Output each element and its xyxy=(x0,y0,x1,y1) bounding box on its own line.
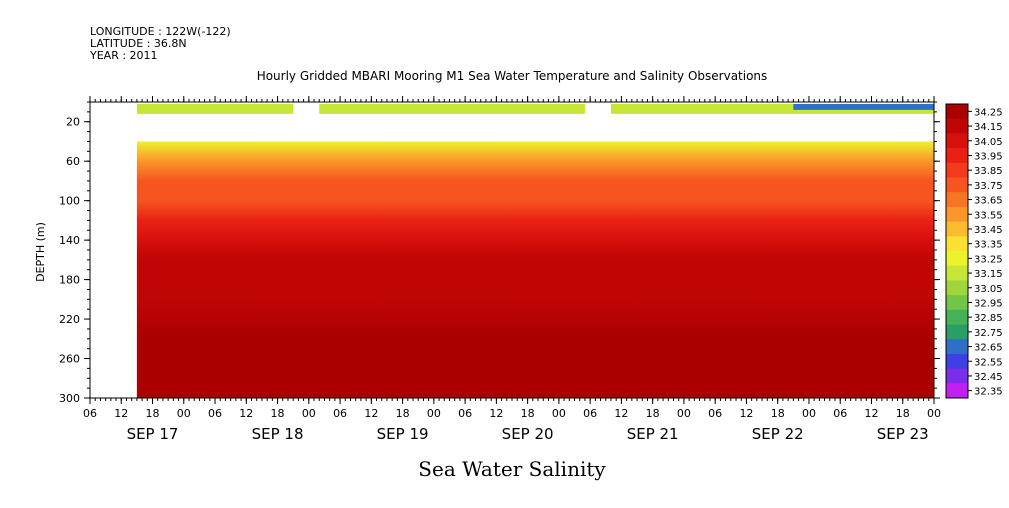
colorbar-swatch xyxy=(946,295,968,311)
colorbar-swatch xyxy=(946,236,968,252)
x-tick-label: 18 xyxy=(396,407,410,420)
colorbar-swatch xyxy=(946,192,968,208)
x-tick-label: 00 xyxy=(677,407,691,420)
colorbar-label: 32.35 xyxy=(974,387,1003,398)
colorbar-label: 32.65 xyxy=(974,343,1003,354)
x-tick-label: 18 xyxy=(521,407,535,420)
colorbar-swatch xyxy=(946,162,968,178)
colorbar-swatch xyxy=(946,339,968,355)
x-tick-label: 06 xyxy=(583,407,597,420)
colorbar-swatch xyxy=(946,148,968,164)
day-label: SEP 19 xyxy=(377,425,429,443)
y-axis-label: DEPTH (m) xyxy=(34,222,47,282)
colorbar-label: 33.75 xyxy=(974,181,1003,192)
colorbar-label: 32.45 xyxy=(974,372,1003,383)
y-tick-label: 220 xyxy=(59,313,80,326)
colorbar-frame xyxy=(945,103,969,399)
colorbar-swatch xyxy=(946,251,968,267)
x-tick-label: 12 xyxy=(239,407,253,420)
surface-band-segment xyxy=(136,103,294,114)
latitude-label: LATITUDE : 36.8N xyxy=(90,37,187,50)
x-tick-label: 00 xyxy=(552,407,566,420)
day-label: SEP 18 xyxy=(252,425,304,443)
colorbar-swatch xyxy=(946,265,968,281)
x-tick-label: 00 xyxy=(302,407,316,420)
x-tick-label: 12 xyxy=(489,407,503,420)
y-tick-label: 60 xyxy=(66,155,80,168)
colorbar-label: 33.65 xyxy=(974,196,1003,207)
colorbar-swatch xyxy=(946,324,968,340)
colorbar-swatch xyxy=(946,118,968,134)
day-label: SEP 22 xyxy=(752,425,804,443)
colorbar-swatch xyxy=(946,353,968,370)
day-label: SEP 20 xyxy=(502,425,554,443)
y-tick-label: 100 xyxy=(59,195,80,208)
chart-title: Hourly Gridded MBARI Mooring M1 Sea Wate… xyxy=(257,69,768,83)
x-tick-label: 18 xyxy=(646,407,660,420)
x-axis-label: Sea Water Salinity xyxy=(418,457,606,481)
colorbar-swatch xyxy=(946,177,968,193)
colorbar-label: 33.05 xyxy=(974,284,1003,295)
x-tick-label: 18 xyxy=(271,407,285,420)
colorbar: 34.25 34.15 34.05 33.95 33.85 33.75 33.65 33.55… xyxy=(945,103,1003,399)
colorbar-swatch xyxy=(946,104,968,120)
x-tick-label: 12 xyxy=(864,407,878,420)
colorbar-swatch xyxy=(946,368,968,384)
x-tick-label: 06 xyxy=(208,407,222,420)
day-label: SEP 23 xyxy=(877,425,929,443)
colorbar-label: 33.95 xyxy=(974,151,1003,162)
colorbar-label: 33.85 xyxy=(974,166,1003,177)
colorbar-swatch xyxy=(946,221,968,237)
x-tick-label: 18 xyxy=(896,407,910,420)
x-tick-label: 00 xyxy=(927,407,941,420)
x-tick-label: 12 xyxy=(114,407,128,420)
longitude-label: LONGITUDE : 122W(-122) xyxy=(90,25,231,38)
surface-band-segment xyxy=(610,103,934,114)
x-tick-label: 06 xyxy=(708,407,722,420)
colorbar-swatch xyxy=(946,383,968,399)
x-tick-label: 06 xyxy=(458,407,472,420)
colorbar-label: 33.15 xyxy=(974,269,1003,280)
colorbar-label: 32.75 xyxy=(974,328,1003,339)
surface-band-segment xyxy=(319,103,585,114)
y-tick-label: 180 xyxy=(59,274,80,287)
colorbar-label: 34.05 xyxy=(974,137,1003,148)
x-tick-label: 18 xyxy=(771,407,785,420)
colorbar-swatch xyxy=(946,309,968,325)
low-salinity-patch xyxy=(793,103,934,110)
colorbar-label: 33.55 xyxy=(974,210,1003,221)
x-tick-label: 18 xyxy=(146,407,160,420)
x-tick-label: 12 xyxy=(364,407,378,420)
colorbar-label: 34.15 xyxy=(974,122,1003,133)
x-tick-label: 12 xyxy=(614,407,628,420)
x-tick-label: 06 xyxy=(333,407,347,420)
colorbar-swatch xyxy=(946,280,968,296)
colorbar-label: 33.25 xyxy=(974,254,1003,265)
x-tick-label: 06 xyxy=(833,407,847,420)
day-label: SEP 21 xyxy=(627,425,679,443)
colorbar-label: 33.35 xyxy=(974,240,1003,251)
colorbar-label: 32.95 xyxy=(974,298,1003,309)
day-label: SEP 17 xyxy=(127,425,179,443)
colorbar-label: 34.25 xyxy=(974,107,1003,118)
colorbar-swatch xyxy=(946,206,968,223)
x-tick-label: 00 xyxy=(177,407,191,420)
colorbar-label: 32.85 xyxy=(974,313,1003,324)
x-tick-label: 06 xyxy=(83,407,97,420)
y-tick-label: 140 xyxy=(59,234,80,247)
y-tick-label: 300 xyxy=(59,392,80,405)
colorbar-swatch xyxy=(946,133,968,149)
colorbar-label: 33.45 xyxy=(974,225,1003,236)
data-field xyxy=(136,141,934,398)
x-tick-label: 12 xyxy=(739,407,753,420)
x-tick-label: 00 xyxy=(802,407,816,420)
y-tick-label: 260 xyxy=(59,353,80,366)
year-label: YEAR : 2011 xyxy=(89,49,158,62)
y-tick-label: 20 xyxy=(66,116,80,129)
colorbar-label: 32.55 xyxy=(974,357,1003,368)
x-tick-label: 00 xyxy=(427,407,441,420)
